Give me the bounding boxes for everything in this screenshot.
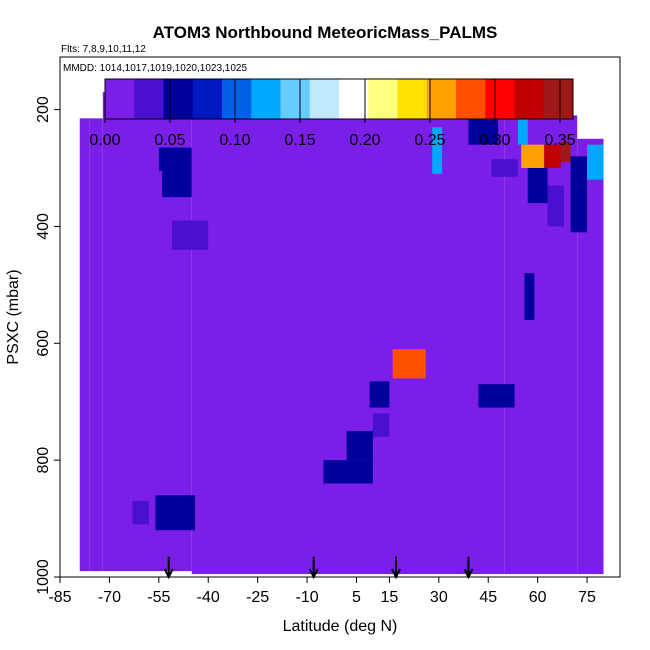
- colorbar-tick-label: 0.25: [414, 132, 445, 149]
- colorbar-swatch: [339, 79, 369, 119]
- heatmap-cell: [392, 349, 426, 379]
- y-axis: 200 400 600 800 1000: [35, 96, 60, 595]
- x-tick-label: 30: [430, 589, 448, 606]
- heatmap-layer: [79, 92, 604, 575]
- x-tick-label: -25: [246, 589, 269, 606]
- colorbar-swatch: [309, 79, 340, 119]
- colorbar-swatch: [368, 79, 398, 119]
- heatmap-cell: [369, 381, 390, 408]
- chart-title: ATOM3 Northbound MeteoricMass_PALMS: [153, 23, 498, 42]
- colorbar-swatch: [105, 79, 135, 119]
- x-axis: -85 -70 -55 -40 -25 -10 5 15 30 45 60 75: [48, 577, 596, 606]
- heatmap-cell: [544, 144, 561, 169]
- heatmap-cell: [587, 144, 604, 180]
- x-tick-label: 75: [578, 589, 596, 606]
- flights-note: Flts: 7,8,9,10,11,12: [61, 44, 146, 55]
- heatmap-cell: [478, 384, 515, 408]
- colorbar-swatch: [543, 79, 574, 119]
- colorbar-tick-label: 0.00: [89, 132, 120, 149]
- arrow-marker-head: [391, 568, 401, 580]
- heatmap-cell: [158, 147, 192, 171]
- colorbar-swatch: [192, 79, 223, 119]
- colorbar-swatch: [456, 79, 486, 119]
- colorbar-tick-label: 0.30: [479, 132, 510, 149]
- colorbar-swatch: [514, 79, 545, 119]
- colorbar-swatch: [426, 79, 457, 119]
- flight-marker-layer: [163, 556, 474, 580]
- heatmap-cell: [491, 159, 518, 177]
- colorbar-swatch: [134, 79, 164, 119]
- y-tick-label: 800: [35, 447, 52, 474]
- heatmap-cell: [132, 501, 149, 525]
- heatmap-cell: [560, 141, 571, 163]
- y-tick-label: 1000: [35, 559, 52, 595]
- colorbar-tick-label: 0.10: [219, 132, 250, 149]
- colorbar-swatch: [280, 79, 311, 119]
- arrow-marker-head: [163, 568, 174, 580]
- heatmap-cell: [468, 115, 499, 145]
- heatmap-cell: [372, 413, 390, 437]
- heatmap-cell: [172, 220, 209, 250]
- coverage-cell: [89, 118, 103, 572]
- heatmap-cell: [162, 170, 192, 198]
- colorbar: [105, 79, 574, 119]
- heatmap-cell: [432, 127, 443, 174]
- heatmap-cell: [547, 185, 564, 227]
- colorbar-ticks: 0.00 0.05 0.10 0.15 0.20 0.25 0.30 0.35: [89, 79, 576, 149]
- x-axis-label: Latitude (deg N): [283, 618, 398, 635]
- y-tick-label: 600: [35, 330, 52, 357]
- x-tick-label: -10: [295, 589, 318, 606]
- x-tick-label: -55: [147, 589, 170, 606]
- y-tick-label: 200: [35, 96, 52, 123]
- heatmap-cell: [570, 156, 588, 233]
- y-tick-label: 400: [35, 213, 52, 240]
- coverage-cell: [79, 118, 90, 572]
- heatmap-cell: [346, 430, 373, 461]
- heatmap-cell: [323, 460, 373, 484]
- colorbar-swatch: [397, 79, 428, 119]
- dates-note: MMDD: 1014,1017,1019,1020,1023,1025: [63, 63, 247, 74]
- x-tick-label: -40: [197, 589, 220, 606]
- coverage-cell: [340, 92, 505, 575]
- x-tick-label: 5: [352, 589, 361, 606]
- x-tick-label: -70: [98, 589, 121, 606]
- colorbar-tick-label: 0.05: [154, 132, 185, 149]
- coverage-cell: [191, 92, 340, 575]
- x-tick-label: 60: [529, 589, 547, 606]
- heatmap-cell: [524, 273, 535, 320]
- x-tick-label: 45: [479, 589, 497, 606]
- heatmap-cell: [155, 495, 196, 531]
- colorbar-tick-label: 0.15: [284, 132, 315, 149]
- colorbar-swatch: [222, 79, 252, 119]
- plot-frame: [59, 56, 621, 578]
- y-axis-label: PSXC (mbar): [5, 269, 22, 364]
- colorbar-swatch: [485, 79, 515, 119]
- colorbar-swatch: [163, 79, 194, 119]
- heatmap-cell: [521, 144, 545, 169]
- colorbar-tick-label: 0.20: [349, 132, 380, 149]
- x-tick-label: 15: [381, 589, 399, 606]
- arrow-marker-head: [308, 568, 319, 580]
- colorbar-tick-label: 0.35: [544, 132, 575, 149]
- heatmap-cell: [517, 118, 528, 145]
- x-tick-label: -85: [48, 589, 71, 606]
- heatmap-cell: [527, 168, 548, 204]
- colorbar-swatch: [251, 79, 281, 119]
- arrow-marker-head: [463, 568, 474, 580]
